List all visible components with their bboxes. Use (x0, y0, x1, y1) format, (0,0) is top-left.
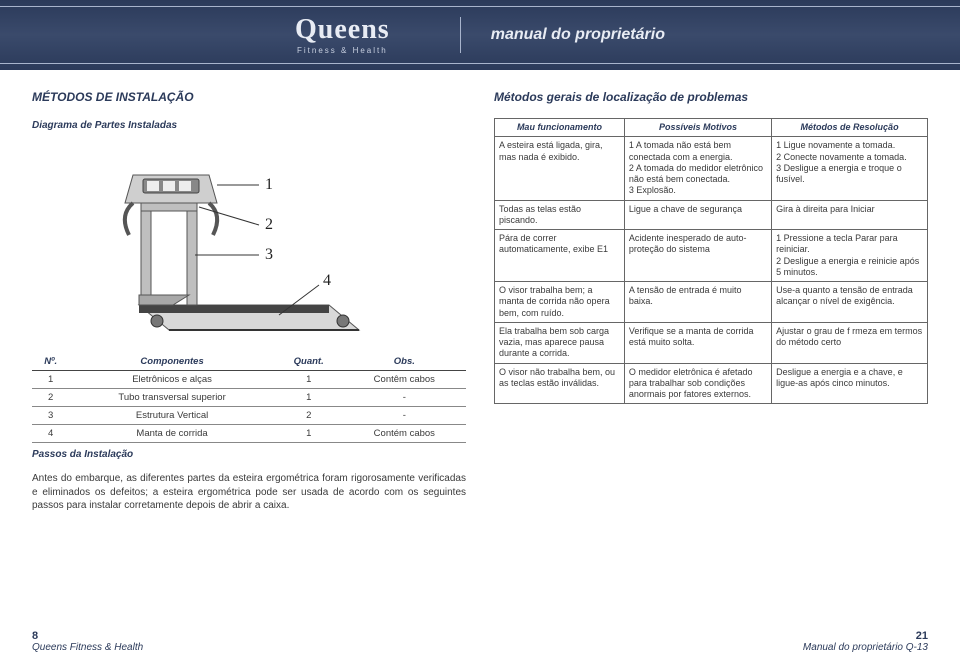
table-cell: Desligue a energia e a chave, e ligue-as… (772, 363, 928, 404)
table-cell: Estrutura Vertical (69, 407, 274, 425)
treadmill-diagram: 1 2 3 4 (32, 145, 466, 345)
svg-text:2: 2 (265, 216, 273, 233)
table-cell: Ajustar o grau de f rmeza em termos do m… (772, 322, 928, 363)
brand-subtitle: Fitness & Health (297, 46, 388, 55)
table-row: A esteira está ligada, gira, mas nada é … (495, 137, 928, 200)
table-cell: Pára de correr automaticamente, exibe E1 (495, 230, 625, 282)
right-column: Métodos gerais de localização de problem… (494, 90, 928, 621)
page-body: MÉTODOS DE INSTALAÇÃO Diagrama de Partes… (32, 90, 928, 621)
table-cell: Tubo transversal superior (69, 389, 274, 407)
table-cell: A esteira está ligada, gira, mas nada é … (495, 137, 625, 200)
header-divider (460, 17, 461, 53)
table-cell: Manta de corrida (69, 425, 274, 443)
manual-title: manual do proprietário (491, 26, 665, 44)
table-cell: 1 (275, 371, 343, 389)
table-cell: 4 (32, 425, 69, 443)
table-row: 3Estrutura Vertical2- (32, 407, 466, 425)
brand-name: Queens (295, 16, 390, 44)
table-cell: 3 (32, 407, 69, 425)
table-cell: O medidor eletrônica é afetado para trab… (624, 363, 771, 404)
table-cell: A tensão de entrada é muito baixa. (624, 282, 771, 323)
table-cell: O visor trabalha bem; a manta de corrida… (495, 282, 625, 323)
col-qty: Quant. (275, 353, 343, 371)
install-steps-heading: Passos da Instalação (32, 449, 466, 460)
table-cell: Ela trabalha bem sob carga vazia, mas ap… (495, 322, 625, 363)
table-row: 1Eletrônicos e alças1Contêm cabos (32, 371, 466, 389)
table-cell: Todas as telas estão piscando. (495, 200, 625, 230)
col-malfunction: Mau funcionamento (495, 119, 625, 137)
col-obs: Obs. (343, 353, 466, 371)
install-steps-text: Antes do embarque, as diferentes partes … (32, 472, 466, 513)
treadmill-svg: 1 2 3 4 (99, 145, 399, 345)
footer-left-text: Queens Fitness & Health (32, 642, 143, 653)
table-cell: 1 A tomada não está bem conectada com a … (624, 137, 771, 200)
page-footer: 8 Queens Fitness & Health 21 Manual do p… (32, 630, 928, 653)
footer-right-text: Manual do proprietário Q-13 (803, 642, 928, 653)
col-resolution: Métodos de Resolução (772, 119, 928, 137)
table-row: 2Tubo transversal superior1- (32, 389, 466, 407)
table-cell: Acidente inesperado de auto-proteção do … (624, 230, 771, 282)
components-table: Nº. Componentes Quant. Obs. 1Eletrônicos… (32, 353, 466, 443)
page-number-left: 8 (32, 630, 143, 642)
col-causes: Possíveis Motivos (624, 119, 771, 137)
table-row: Mau funcionamento Possíveis Motivos Méto… (495, 119, 928, 137)
header-band: Queens Fitness & Health manual do propri… (0, 0, 960, 70)
table-cell: 1 (275, 389, 343, 407)
brand-block: Queens Fitness & Health (295, 16, 390, 55)
table-row: O visor trabalha bem; a manta de corrida… (495, 282, 928, 323)
table-cell: - (343, 407, 466, 425)
table-cell: Ligue a chave de segurança (624, 200, 771, 230)
table-row: Ela trabalha bem sob carga vazia, mas ap… (495, 322, 928, 363)
table-cell: Contêm cabos (343, 371, 466, 389)
footer-left: 8 Queens Fitness & Health (32, 630, 143, 653)
col-num: Nº. (32, 353, 69, 371)
col-comp: Componentes (69, 353, 274, 371)
left-column: MÉTODOS DE INSTALAÇÃO Diagrama de Partes… (32, 90, 466, 621)
table-cell: 2 (275, 407, 343, 425)
table-row: Pára de correr automaticamente, exibe E1… (495, 230, 928, 282)
table-row: 4Manta de corrida1Contém cabos (32, 425, 466, 443)
diagram-caption: Diagrama de Partes Instaladas (32, 120, 466, 131)
table-cell: Use-a quanto a tensão de entrada alcança… (772, 282, 928, 323)
svg-text:3: 3 (265, 246, 273, 263)
table-cell: Verifique se a manta de corrida está mui… (624, 322, 771, 363)
troubleshoot-heading: Métodos gerais de localização de problem… (494, 90, 928, 104)
table-cell: 1 (32, 371, 69, 389)
svg-text:1: 1 (265, 176, 273, 193)
table-cell: Eletrônicos e alças (69, 371, 274, 389)
install-methods-heading: MÉTODOS DE INSTALAÇÃO (32, 90, 466, 104)
table-cell: 1 (275, 425, 343, 443)
table-cell: Contém cabos (343, 425, 466, 443)
table-cell: 2 (32, 389, 69, 407)
page-number-right: 21 (916, 630, 928, 642)
troubleshoot-table: Mau funcionamento Possíveis Motivos Méto… (494, 118, 928, 404)
footer-right: 21 Manual do proprietário Q-13 (803, 630, 928, 653)
table-cell: - (343, 389, 466, 407)
table-cell: 1 Pressione a tecla Parar para reiniciar… (772, 230, 928, 282)
table-cell: 1 Ligue novamente a tomada. 2 Conecte no… (772, 137, 928, 200)
svg-text:4: 4 (323, 272, 331, 289)
table-row: O visor não trabalha bem, ou as teclas e… (495, 363, 928, 404)
table-row: Nº. Componentes Quant. Obs. (32, 353, 466, 371)
table-row: Todas as telas estão piscando.Ligue a ch… (495, 200, 928, 230)
table-cell: Gira à direita para Iniciar (772, 200, 928, 230)
table-cell: O visor não trabalha bem, ou as teclas e… (495, 363, 625, 404)
